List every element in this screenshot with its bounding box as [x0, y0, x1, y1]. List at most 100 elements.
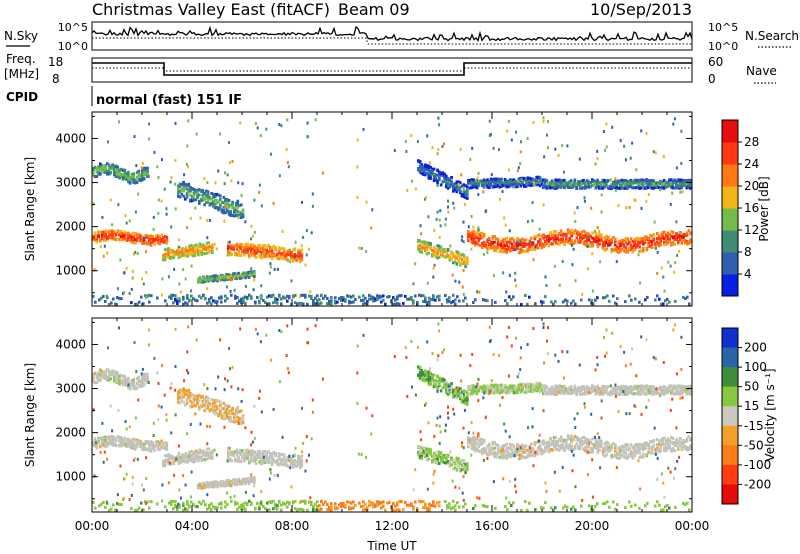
power-pixel: [214, 278, 218, 282]
power-pixel: [412, 282, 415, 286]
power-pixel: [641, 181, 645, 185]
power-pixel: [433, 175, 436, 179]
power-pixel: [207, 241, 211, 245]
power-pixel: [640, 186, 643, 190]
power-pixel: [580, 186, 584, 190]
power-pixel: [414, 262, 417, 266]
power-pixel: [429, 242, 432, 246]
power-pixel: [523, 239, 526, 243]
power-pixel: [676, 184, 680, 188]
velocity-pixel: [207, 456, 211, 460]
velocity-pixel: [148, 444, 151, 448]
power-pixel: [493, 245, 496, 248]
power-pixel: [472, 301, 475, 304]
power-pixel: [438, 255, 441, 259]
power-pixel: [653, 220, 656, 224]
nsky-tick-high: 10^5: [58, 21, 88, 34]
power-pixel: [255, 250, 258, 254]
power-pixel: [627, 181, 631, 185]
power-pixel: [104, 238, 107, 242]
power-pixel: [647, 186, 650, 189]
power-pixel: [441, 248, 445, 252]
velocity-pixel: [425, 448, 429, 452]
power-pixel: [540, 182, 544, 186]
power-pixel: [141, 174, 144, 178]
power-pixel: [100, 169, 104, 172]
power-pixel: [294, 255, 297, 258]
power-pixel: [584, 231, 587, 235]
power-pixel: [509, 184, 512, 188]
power-pixel: [516, 237, 519, 240]
power-pixel: [94, 300, 97, 304]
power-pixel: [184, 182, 187, 186]
power-pixel: [640, 240, 643, 244]
power-pixel: [290, 253, 293, 257]
power-pixel: [298, 301, 301, 305]
power-pixel: [500, 245, 503, 249]
velocity-pixel: [255, 462, 258, 465]
power-pixel: [451, 273, 454, 277]
velocity-pixel: [228, 457, 232, 461]
velocity-pixel: [184, 452, 188, 456]
power-pixel: [424, 163, 427, 167]
velocity-pixel: [265, 452, 269, 456]
power-pixel: [624, 246, 628, 250]
power-pixel: [517, 239, 521, 243]
velocity-pixel: [234, 457, 237, 461]
velocity-pixel: [222, 417, 226, 421]
power-pixel: [613, 184, 617, 188]
power-pixel: [99, 162, 102, 166]
power-pixel: [641, 178, 645, 182]
power-pixel: [202, 247, 205, 251]
power-pixel: [215, 247, 218, 251]
power-pixel: [550, 185, 554, 189]
velocity-pixel: [248, 453, 251, 457]
velocity-pixel: [206, 401, 210, 405]
velocity-pixel: [202, 458, 205, 461]
power-pixel: [460, 262, 464, 266]
power-pixel: [638, 237, 642, 241]
velocity-pixel: [234, 459, 237, 463]
velocity-pixel: [230, 459, 234, 463]
velocity-pixel: [258, 454, 262, 458]
power-pixel: [404, 294, 407, 298]
power-pixel: [233, 272, 237, 276]
power-pixel: [642, 242, 645, 246]
power-pixel: [422, 246, 425, 250]
power-pixel: [190, 251, 193, 255]
power-pixel: [113, 237, 116, 241]
velocity-pixel: [199, 405, 203, 409]
velocity-pixel: [213, 408, 217, 412]
power-pixel: [520, 140, 523, 144]
power-pixel: [452, 184, 455, 188]
power-pixel: [636, 180, 640, 184]
power-pixel: [188, 244, 191, 248]
power-pixel: [434, 251, 438, 255]
velocity-pixel: [114, 443, 118, 447]
power-pixel: [484, 179, 488, 183]
nave-tick-high: 60: [708, 55, 723, 69]
power-pixel: [438, 176, 441, 180]
power-pixel: [427, 251, 431, 255]
power-pixel: [109, 165, 113, 169]
power-pixel: [278, 123, 281, 126]
power-pixel: [185, 195, 189, 199]
velocity-pixel: [211, 449, 214, 453]
power-pixel: [237, 271, 240, 275]
velocity-pixel: [120, 441, 123, 444]
power-pixel: [502, 246, 505, 250]
power-pixel: [278, 294, 281, 298]
power-pixel: [568, 180, 571, 184]
power-pixel: [106, 235, 109, 239]
velocity-pixel: [178, 389, 182, 393]
power-pixel: [558, 283, 561, 287]
power-pixel: [466, 191, 469, 195]
power-pixel: [107, 169, 111, 173]
power-pixel: [424, 299, 427, 303]
velocity-pixel: [265, 456, 269, 460]
power-pixel: [528, 181, 531, 185]
velocity-pixel: [223, 481, 226, 485]
power-pixel: [580, 230, 584, 234]
power-pixel: [215, 201, 219, 205]
velocity-pixel: [163, 454, 167, 458]
